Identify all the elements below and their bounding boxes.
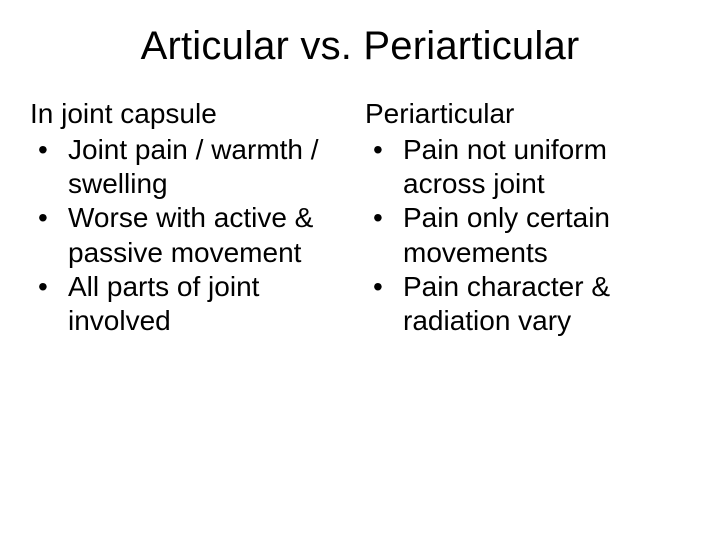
- right-heading: Periarticular: [365, 97, 690, 131]
- list-item: Pain character & radiation vary: [365, 270, 690, 338]
- content-columns: In joint capsule Joint pain / warmth / s…: [30, 97, 690, 338]
- right-bullet-list: Pain not uniform across joint Pain only …: [365, 133, 690, 338]
- list-item: Worse with active & passive movement: [30, 201, 355, 269]
- left-bullet-list: Joint pain / warmth / swelling Worse wit…: [30, 133, 355, 338]
- list-item: Joint pain / warmth / swelling: [30, 133, 355, 201]
- left-column: In joint capsule Joint pain / warmth / s…: [30, 97, 355, 338]
- left-heading: In joint capsule: [30, 97, 355, 131]
- list-item: Pain only certain movements: [365, 201, 690, 269]
- list-item: All parts of joint involved: [30, 270, 355, 338]
- list-item: Pain not uniform across joint: [365, 133, 690, 201]
- slide-title: Articular vs. Periarticular: [30, 24, 690, 69]
- right-column: Periarticular Pain not uniform across jo…: [365, 97, 690, 338]
- slide: Articular vs. Periarticular In joint cap…: [0, 0, 720, 540]
